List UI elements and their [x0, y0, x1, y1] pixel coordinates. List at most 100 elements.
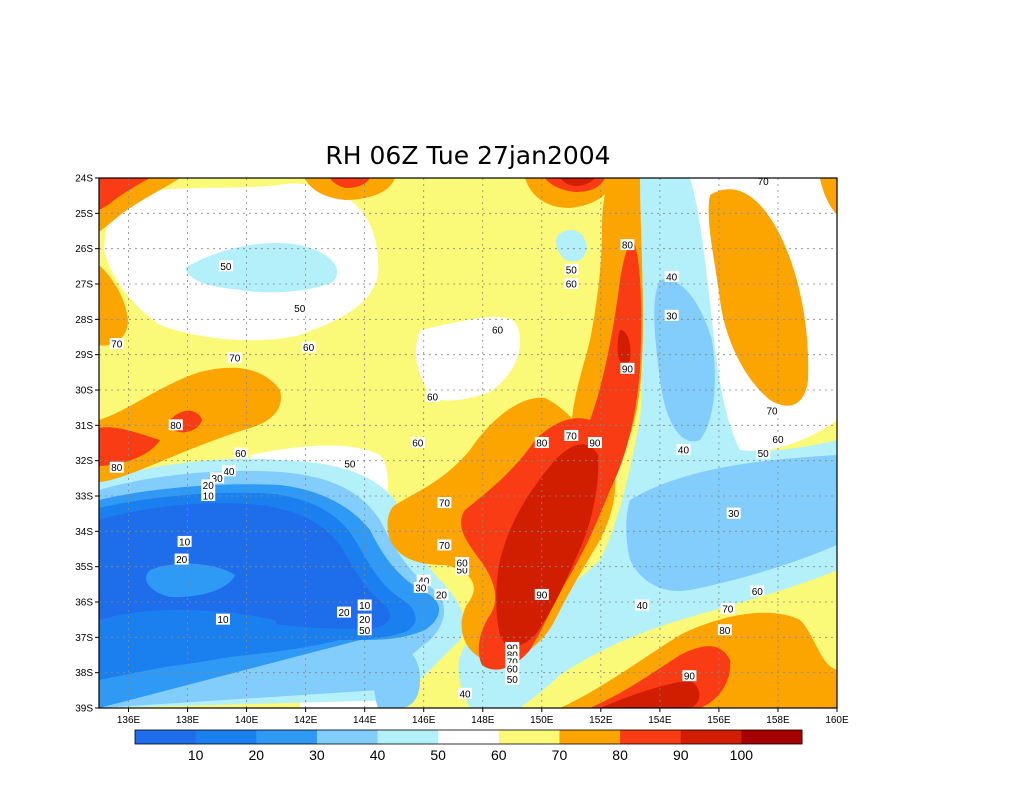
contour-label: 20	[357, 613, 372, 626]
band-90-100-ridge	[496, 444, 599, 647]
band-80-90-north	[330, 178, 370, 188]
x-tick-label: 148E	[471, 715, 495, 726]
band-90-100-southeast	[600, 680, 700, 708]
colorbar-swatch	[741, 730, 803, 744]
contour-label: 50	[756, 447, 771, 460]
x-tick-label: 156E	[707, 715, 731, 726]
svg-text:50: 50	[344, 460, 356, 471]
svg-text:40: 40	[678, 446, 690, 457]
x-tick-label: 138E	[176, 715, 200, 726]
x-tick-label: 154E	[648, 715, 672, 726]
svg-text:50: 50	[457, 566, 469, 577]
map-frame	[98, 177, 838, 709]
contour-label: 80	[717, 624, 732, 637]
x-tick-label: 152E	[589, 715, 613, 726]
y-tick-label: 31S	[75, 421, 93, 432]
svg-text:10: 10	[203, 492, 215, 503]
contour-label: 10	[177, 535, 192, 548]
svg-text:80: 80	[622, 241, 634, 252]
colorbar-label: 90	[673, 747, 689, 763]
colorbar-swatch	[256, 730, 318, 744]
x-tick-label: 158E	[766, 715, 790, 726]
svg-text:30: 30	[728, 509, 740, 520]
contour-label: 90	[620, 362, 635, 375]
colorbar-swatch	[559, 730, 621, 744]
svg-text:40: 40	[459, 689, 471, 700]
band-70-80-east-edge	[820, 178, 837, 215]
svg-text:90: 90	[684, 672, 696, 683]
svg-text:60: 60	[772, 435, 784, 446]
y-tick-label: 33S	[75, 492, 93, 503]
band-20-30-patch	[146, 563, 235, 598]
y-tick-label: 24S	[75, 174, 93, 185]
svg-text:70: 70	[439, 541, 451, 552]
band-70-80-north	[305, 178, 395, 200]
contour-label: 60	[564, 278, 579, 291]
colorbar-swatch	[377, 730, 439, 744]
svg-text:60: 60	[566, 280, 578, 291]
y-tick-label: 39S	[75, 704, 93, 715]
svg-text:50: 50	[566, 265, 578, 276]
humidity-fill-layer	[99, 178, 837, 708]
svg-text:70: 70	[111, 340, 123, 351]
x-tick-label: 160E	[825, 715, 849, 726]
svg-text:80: 80	[111, 463, 123, 474]
svg-text:10: 10	[359, 601, 371, 612]
contour-label: 80	[109, 461, 124, 474]
svg-text:70: 70	[566, 431, 578, 442]
x-tick-label: 144E	[353, 715, 377, 726]
contour-label: 70	[437, 539, 452, 552]
x-axis-ticks: 136E 138E 140E 142E 144E 146E 148E 150E 152E 154E…	[117, 708, 849, 726]
contour-label: 40	[221, 465, 236, 478]
svg-text:40: 40	[666, 272, 678, 283]
svg-text:70: 70	[766, 407, 778, 418]
svg-text:90: 90	[536, 590, 548, 601]
contour-label: 80	[168, 419, 183, 432]
svg-text:90: 90	[622, 364, 634, 375]
svg-text:60: 60	[507, 665, 519, 676]
y-tick-label: 25S	[75, 209, 93, 220]
contour-label: 60	[301, 341, 316, 354]
contour-label: 60	[410, 437, 425, 450]
colorbar-label: 50	[430, 747, 446, 763]
svg-text:80: 80	[536, 439, 548, 450]
y-tick-label: 34S	[75, 527, 93, 538]
colorbar-swatch	[680, 730, 742, 744]
y-tick-label: 30S	[75, 386, 93, 397]
x-tick-label: 136E	[117, 715, 141, 726]
colorbar-label: 40	[370, 747, 386, 763]
x-tick-label: 146E	[412, 715, 436, 726]
contour-label: 50	[505, 673, 520, 686]
svg-text:60: 60	[235, 449, 247, 460]
colorbar-label: 60	[491, 747, 507, 763]
svg-text:80: 80	[170, 421, 182, 432]
band-80-90-northwest	[99, 178, 150, 210]
svg-text:60: 60	[427, 393, 439, 404]
contour-label: 70	[564, 429, 579, 442]
svg-text:30: 30	[212, 474, 224, 485]
contour-label: 50	[292, 302, 307, 315]
contour-label: 20	[174, 553, 189, 566]
colorbar-label: 10	[188, 747, 204, 763]
svg-text:70: 70	[758, 177, 770, 188]
y-tick-label: 28S	[75, 315, 93, 326]
contour-label: 90	[534, 588, 549, 601]
colorbar-label: 30	[309, 747, 325, 763]
x-tick-label: 150E	[530, 715, 554, 726]
contour-label: 30	[413, 581, 428, 594]
svg-text:70: 70	[229, 354, 241, 365]
colorbar-label: 100	[730, 747, 754, 763]
svg-text:70: 70	[722, 605, 734, 616]
contour-label: 60	[490, 323, 505, 336]
band-70-80-east	[708, 189, 809, 406]
svg-text:60: 60	[492, 325, 504, 336]
contour-label: 30	[210, 472, 225, 485]
band-50-60-center	[415, 316, 521, 401]
contour-label: 60	[505, 663, 520, 676]
y-tick-label: 29S	[75, 350, 93, 361]
contour-label: 40	[664, 270, 679, 283]
contour-label: 70	[756, 175, 771, 188]
y-tick-label: 26S	[75, 244, 93, 255]
